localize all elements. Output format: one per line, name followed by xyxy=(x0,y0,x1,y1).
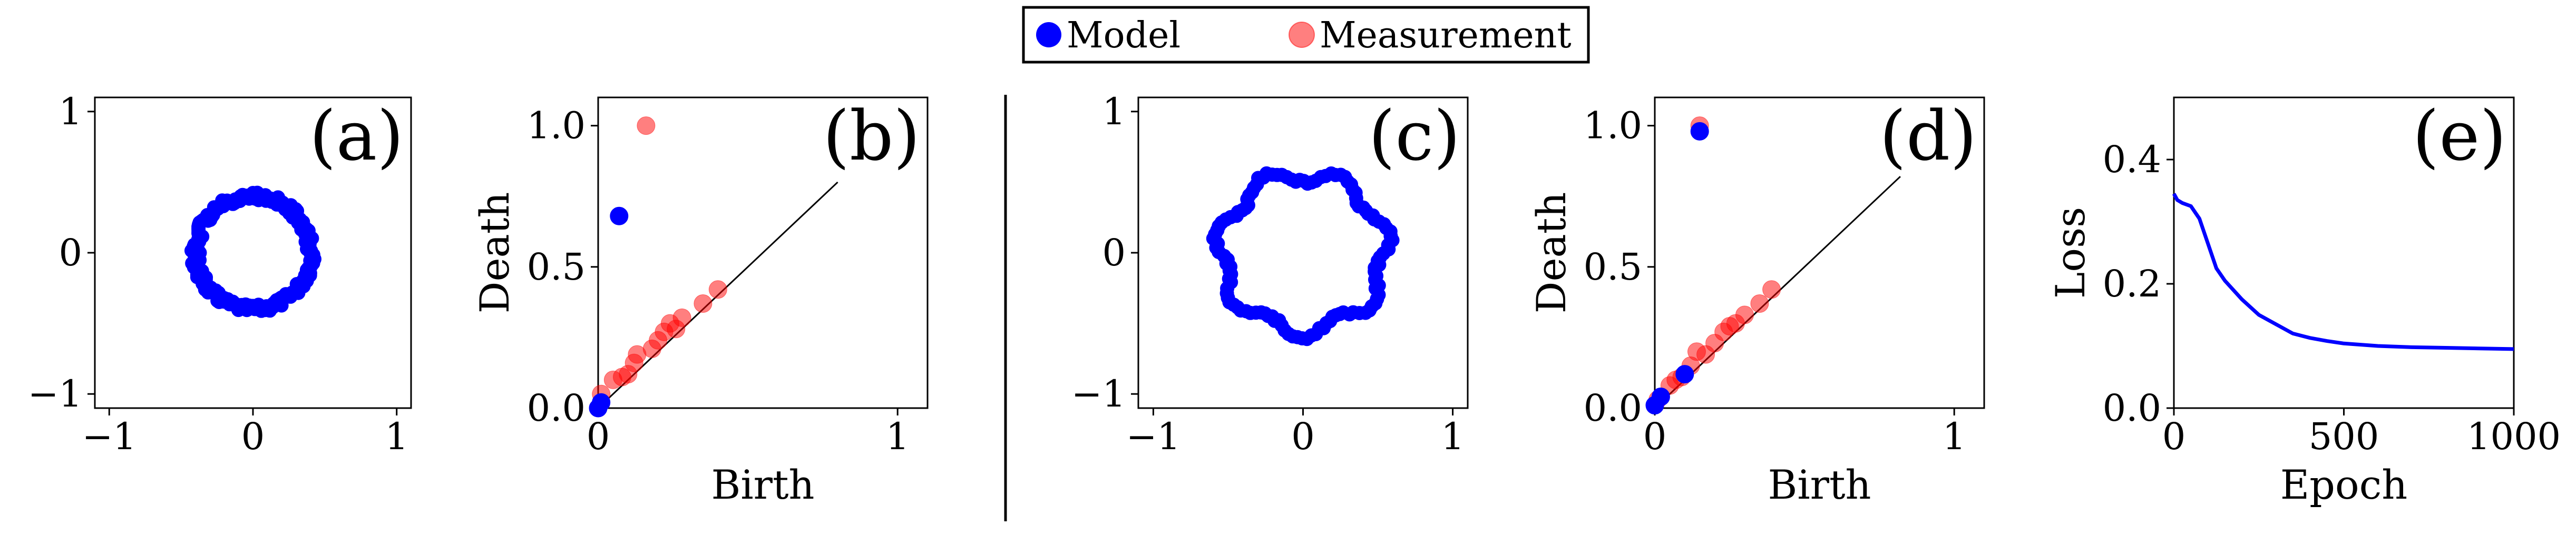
panel-label: (b) xyxy=(823,96,920,176)
measurement-point xyxy=(708,280,727,299)
x-tick-label: 0 xyxy=(1643,415,1667,458)
y-tick-label: 0.0 xyxy=(2103,387,2161,430)
panel-label: (c) xyxy=(1369,96,1460,176)
x-axis-label: Birth xyxy=(711,461,815,508)
panel-d: 0 1 0.0 0.5 1.0 Birth Death (d) xyxy=(1528,96,1985,508)
legend-measurement-label: Measurement xyxy=(1320,15,1572,56)
model-point xyxy=(592,393,611,412)
legend-measurement-marker xyxy=(1289,22,1315,48)
y-tick-label: 0.4 xyxy=(2103,138,2161,181)
y-tick-label: 0.2 xyxy=(2103,262,2161,305)
panel-label: (e) xyxy=(2413,96,2506,176)
y-tick-label: 1.0 xyxy=(527,104,586,147)
x-tick-label: 1 xyxy=(886,415,910,458)
x-axis-label: Epoch xyxy=(2280,461,2407,508)
measurement-point xyxy=(642,339,661,358)
x-tick-label: −1 xyxy=(82,415,136,458)
legend-model-marker xyxy=(1036,22,1061,47)
y-tick-label: −1 xyxy=(1071,372,1126,415)
y-tick-label: 0.5 xyxy=(527,245,586,289)
measurement-point xyxy=(694,294,713,313)
x-tick-label: −1 xyxy=(1126,415,1180,458)
model-point xyxy=(306,247,320,262)
measurement-point xyxy=(667,320,686,339)
panel-a: −1 0 1 −1 0 1 (a) xyxy=(28,90,412,458)
x-tick-label: 0 xyxy=(2162,415,2186,458)
loss-curve xyxy=(2172,193,2514,351)
y-tick-label: 0.5 xyxy=(1584,245,1642,289)
x-tick-label: 500 xyxy=(2309,415,2379,458)
plot-frame xyxy=(597,96,929,409)
x-tick-label: 0 xyxy=(241,415,265,458)
x-tick-label: 0 xyxy=(1291,415,1315,458)
measurement-point xyxy=(1750,294,1769,313)
y-tick-label: 1 xyxy=(58,90,82,133)
x-tick-label: 1000 xyxy=(2467,415,2561,458)
x-tick-label: 0 xyxy=(587,415,610,458)
panel-c: −1 0 1 −1 0 1 (c) xyxy=(1071,90,1469,458)
y-tick-label: 1.0 xyxy=(1584,104,1642,147)
panel-label: (a) xyxy=(309,96,404,176)
x-tick-label: 1 xyxy=(385,415,408,458)
x-tick-label: 1 xyxy=(1943,415,1966,458)
y-tick-label: 0.0 xyxy=(1584,387,1642,430)
y-tick-label: 0 xyxy=(1102,231,1126,274)
x-axis-label: Birth xyxy=(1768,461,1871,508)
model-point xyxy=(1385,233,1400,247)
plot-frame xyxy=(1654,96,1985,409)
y-axis-label: Death xyxy=(1528,192,1575,314)
legend: Model Measurement xyxy=(1022,6,1590,64)
panel-b: 0 1 0.0 0.5 1.0 Birth Death (b) xyxy=(471,96,929,508)
y-tick-label: 0 xyxy=(58,231,82,274)
y-tick-label: −1 xyxy=(28,372,82,415)
panel-e: 0 500 1000 0.0 0.2 0.4 Epoch Loss (e) xyxy=(2047,96,2561,508)
measurement-point xyxy=(1762,280,1781,299)
x-tick-label: 1 xyxy=(1441,415,1465,458)
model-point xyxy=(1690,122,1709,141)
y-axis-label: Loss xyxy=(2047,207,2094,299)
measurement-point xyxy=(637,116,656,135)
model-point xyxy=(610,206,629,225)
y-axis-label: Death xyxy=(471,192,518,314)
model-point xyxy=(1675,365,1694,384)
y-tick-label: 1 xyxy=(1102,90,1126,133)
panel-label: (d) xyxy=(1879,96,1977,176)
measurement-point xyxy=(613,368,631,387)
measurement-point xyxy=(1696,345,1715,364)
legend-model-label: Model xyxy=(1067,15,1180,56)
measurement-point xyxy=(1726,314,1745,333)
model-point xyxy=(1651,388,1670,406)
y-tick-label: 0.0 xyxy=(527,387,586,430)
